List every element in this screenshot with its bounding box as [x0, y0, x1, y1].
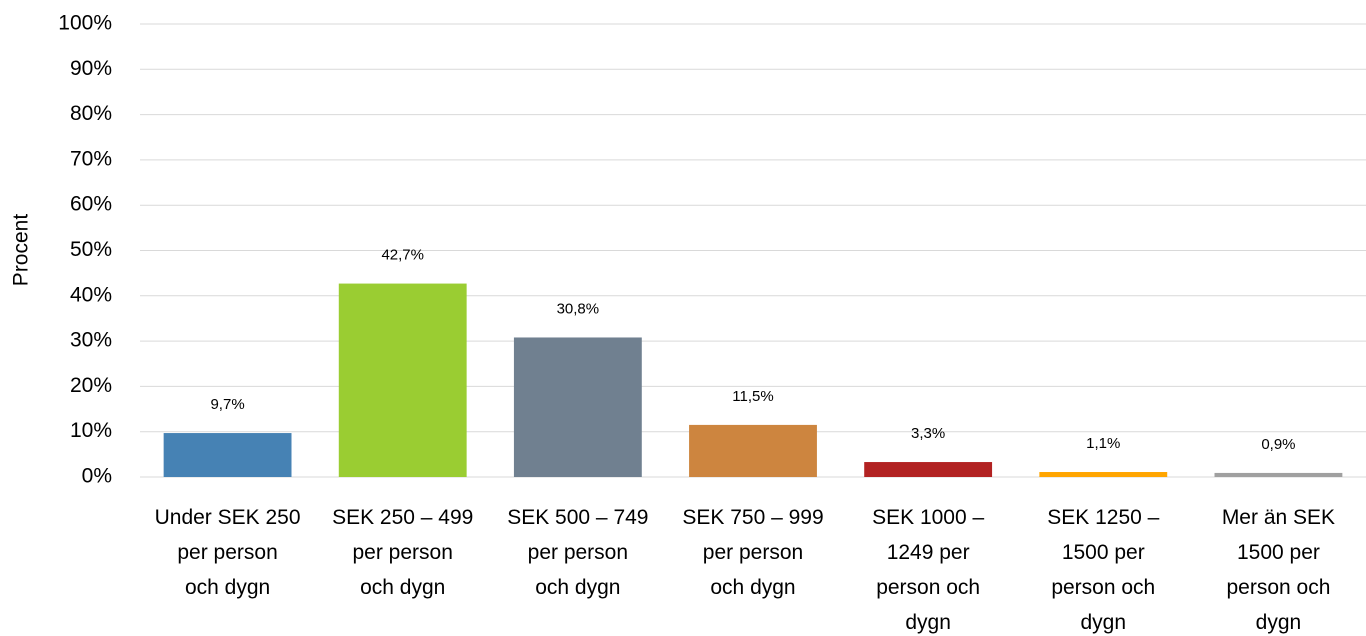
x-tick-label-line: dygn: [905, 611, 951, 634]
y-tick-label: 50%: [70, 238, 112, 261]
x-tick-label-line: SEK 1000 –: [872, 506, 984, 529]
x-tick-label-line: SEK 1250 –: [1047, 506, 1159, 529]
y-tick-label: 30%: [70, 329, 112, 352]
x-tick-label-line: och dygn: [535, 576, 620, 599]
bar: [338, 283, 467, 477]
y-tick-label: 100%: [58, 12, 112, 35]
x-tick-label: SEK 250 – 499 per person och dygn: [332, 506, 473, 599]
bar: [864, 462, 993, 477]
bar: [1039, 472, 1168, 477]
bar: [513, 337, 642, 477]
bar: [1214, 472, 1343, 477]
y-tick-label: 20%: [70, 374, 112, 397]
y-tick-label: 10%: [70, 419, 112, 442]
value-label: 30,8%: [557, 300, 600, 317]
x-tick-label: SEK 750 – 999 per person och dygn: [682, 506, 823, 599]
x-tick-label-line: SEK 250 – 499: [332, 506, 473, 529]
x-tick-label-line: och dygn: [360, 576, 445, 599]
bar: [163, 433, 292, 477]
value-label: 42,7%: [381, 247, 424, 264]
y-tick-label: 60%: [70, 193, 112, 216]
x-tick-label-line: per person: [353, 541, 453, 564]
value-label: 3,3%: [911, 425, 945, 442]
x-tick-label-line: 1500 per: [1062, 541, 1145, 564]
x-tick-label-line: SEK 750 – 999: [682, 506, 823, 529]
x-tick-label-line: och dygn: [710, 576, 795, 599]
x-tick-label-line: SEK 500 – 749: [507, 506, 648, 529]
value-label: 9,7%: [210, 396, 244, 413]
x-tick-label-line: dygn: [1081, 611, 1127, 634]
x-tick-label-line: person och: [1226, 576, 1330, 599]
value-label: 1,1%: [1086, 435, 1120, 452]
x-tick-label-line: Under SEK 250: [155, 506, 301, 529]
x-tick-label-line: per person: [177, 541, 277, 564]
y-tick-label: 0%: [82, 465, 112, 488]
y-axis-label: Procent: [10, 214, 33, 287]
x-tick-label-line: 1249 per: [887, 541, 970, 564]
x-tick-label-line: dygn: [1256, 611, 1302, 634]
value-label: 0,9%: [1261, 436, 1295, 453]
x-tick-label: SEK 500 – 749 per person och dygn: [507, 506, 648, 599]
x-tick-label-line: person och: [1051, 576, 1155, 599]
y-tick-label: 90%: [70, 57, 112, 80]
x-tick-label-line: per person: [528, 541, 628, 564]
x-tick-label: SEK 1250 – 1500 per person och dygn: [1047, 506, 1159, 634]
x-tick-label-line: Mer än SEK: [1222, 506, 1335, 529]
value-label: 11,5%: [732, 388, 773, 405]
x-tick-label-line: person och: [876, 576, 980, 599]
x-tick-label-line: och dygn: [185, 576, 270, 599]
x-tick-label: Mer än SEK 1500 per person och dygn: [1222, 506, 1335, 634]
x-tick-label: SEK 1000 – 1249 per person och dygn: [872, 506, 984, 634]
x-tick-label-line: 1500 per: [1237, 541, 1320, 564]
y-tick-label: 40%: [70, 283, 112, 306]
bar: [689, 424, 817, 477]
x-tick-label-line: per person: [703, 541, 803, 564]
y-tick-label: 70%: [70, 147, 112, 170]
y-tick-label: 80%: [70, 102, 112, 125]
x-tick-label: Under SEK 250 per person och dygn: [155, 506, 301, 599]
